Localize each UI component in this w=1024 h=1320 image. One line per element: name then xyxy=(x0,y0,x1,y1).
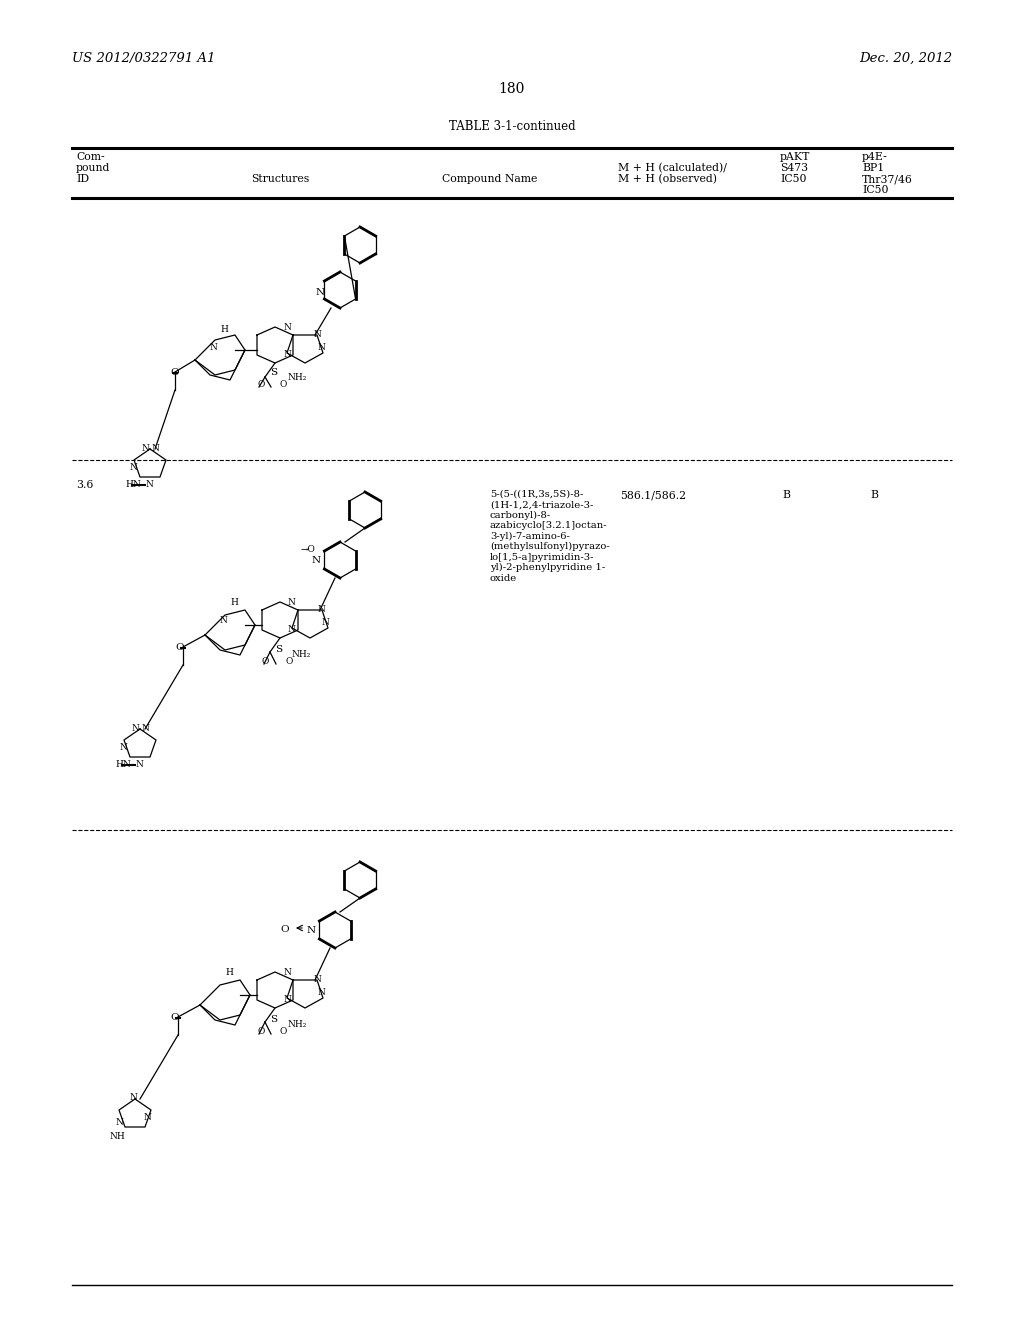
Text: O: O xyxy=(170,368,178,378)
Text: S: S xyxy=(275,645,283,653)
Text: N: N xyxy=(142,444,150,453)
Text: O: O xyxy=(257,1027,264,1036)
Text: N: N xyxy=(316,288,326,297)
Text: N: N xyxy=(317,343,325,352)
Text: N: N xyxy=(130,1093,138,1102)
Text: N: N xyxy=(317,987,325,997)
Text: N: N xyxy=(152,444,160,453)
Text: 3.6: 3.6 xyxy=(76,480,93,490)
Text: H: H xyxy=(230,598,238,607)
Text: N: N xyxy=(313,975,321,983)
Text: O: O xyxy=(280,1027,288,1036)
Text: NH₂: NH₂ xyxy=(287,374,306,381)
Text: S: S xyxy=(270,368,278,378)
Text: H: H xyxy=(220,325,228,334)
Text: N: N xyxy=(322,618,330,627)
Text: N: N xyxy=(115,1118,123,1127)
Text: pound: pound xyxy=(76,162,111,173)
Text: NH₂: NH₂ xyxy=(287,1020,306,1030)
Text: O: O xyxy=(280,925,289,935)
Text: N: N xyxy=(220,616,228,624)
Text: S: S xyxy=(270,1015,278,1024)
Text: O: O xyxy=(170,1012,178,1022)
Text: 586.1/586.2: 586.1/586.2 xyxy=(620,490,686,500)
Text: N: N xyxy=(135,760,143,770)
Text: N: N xyxy=(283,995,291,1005)
Text: B: B xyxy=(782,490,790,500)
Text: NH: NH xyxy=(109,1133,125,1140)
Text: B: B xyxy=(870,490,878,500)
Text: pAKT: pAKT xyxy=(780,152,810,162)
Text: US 2012/0322791 A1: US 2012/0322791 A1 xyxy=(72,51,215,65)
Text: Thr37/46: Thr37/46 xyxy=(862,174,912,183)
Text: IC50: IC50 xyxy=(862,185,889,195)
Text: HN: HN xyxy=(125,480,140,488)
Text: Structures: Structures xyxy=(251,174,309,183)
Text: NH₂: NH₂ xyxy=(292,649,311,659)
Text: TABLE 3-1-continued: TABLE 3-1-continued xyxy=(449,120,575,133)
Text: H: H xyxy=(225,968,232,977)
Text: N: N xyxy=(288,624,296,634)
Text: N: N xyxy=(283,323,291,333)
Text: S473: S473 xyxy=(780,162,808,173)
Text: N: N xyxy=(132,723,140,733)
Text: N: N xyxy=(145,480,153,488)
Text: O: O xyxy=(257,380,264,389)
Text: N: N xyxy=(313,330,321,339)
Text: N: N xyxy=(120,743,128,752)
Text: N: N xyxy=(312,556,322,565)
Text: Compound Name: Compound Name xyxy=(442,174,538,183)
Text: IC50: IC50 xyxy=(780,174,807,183)
Text: N: N xyxy=(130,463,138,473)
Text: O: O xyxy=(285,657,293,667)
Text: N: N xyxy=(210,343,218,352)
Text: Com-: Com- xyxy=(76,152,104,162)
Text: M + H (observed): M + H (observed) xyxy=(618,174,717,185)
Text: M + H (calculated)/: M + H (calculated)/ xyxy=(618,162,727,173)
Text: N: N xyxy=(142,723,150,733)
Text: 5-(5-((1R,3s,5S)-8-
(1H-1,2,4-triazole-3-
carbonyl)-8-
azabicyclo[3.2.1]octan-
3: 5-(5-((1R,3s,5S)-8- (1H-1,2,4-triazole-3… xyxy=(490,490,609,583)
Text: O: O xyxy=(280,380,288,389)
Text: N: N xyxy=(318,605,326,614)
Text: O: O xyxy=(262,657,269,667)
Text: Dec. 20, 2012: Dec. 20, 2012 xyxy=(859,51,952,65)
Text: BP1: BP1 xyxy=(862,162,885,173)
Text: N: N xyxy=(143,1113,151,1122)
Text: 180: 180 xyxy=(499,82,525,96)
Text: N: N xyxy=(283,968,291,977)
Text: →O: →O xyxy=(300,545,314,554)
Text: HN: HN xyxy=(115,760,131,770)
Text: p4E-: p4E- xyxy=(862,152,888,162)
Text: N: N xyxy=(283,350,291,359)
Text: O: O xyxy=(175,643,183,652)
Text: ID: ID xyxy=(76,174,89,183)
Text: N: N xyxy=(288,598,296,607)
Text: N: N xyxy=(307,927,316,935)
